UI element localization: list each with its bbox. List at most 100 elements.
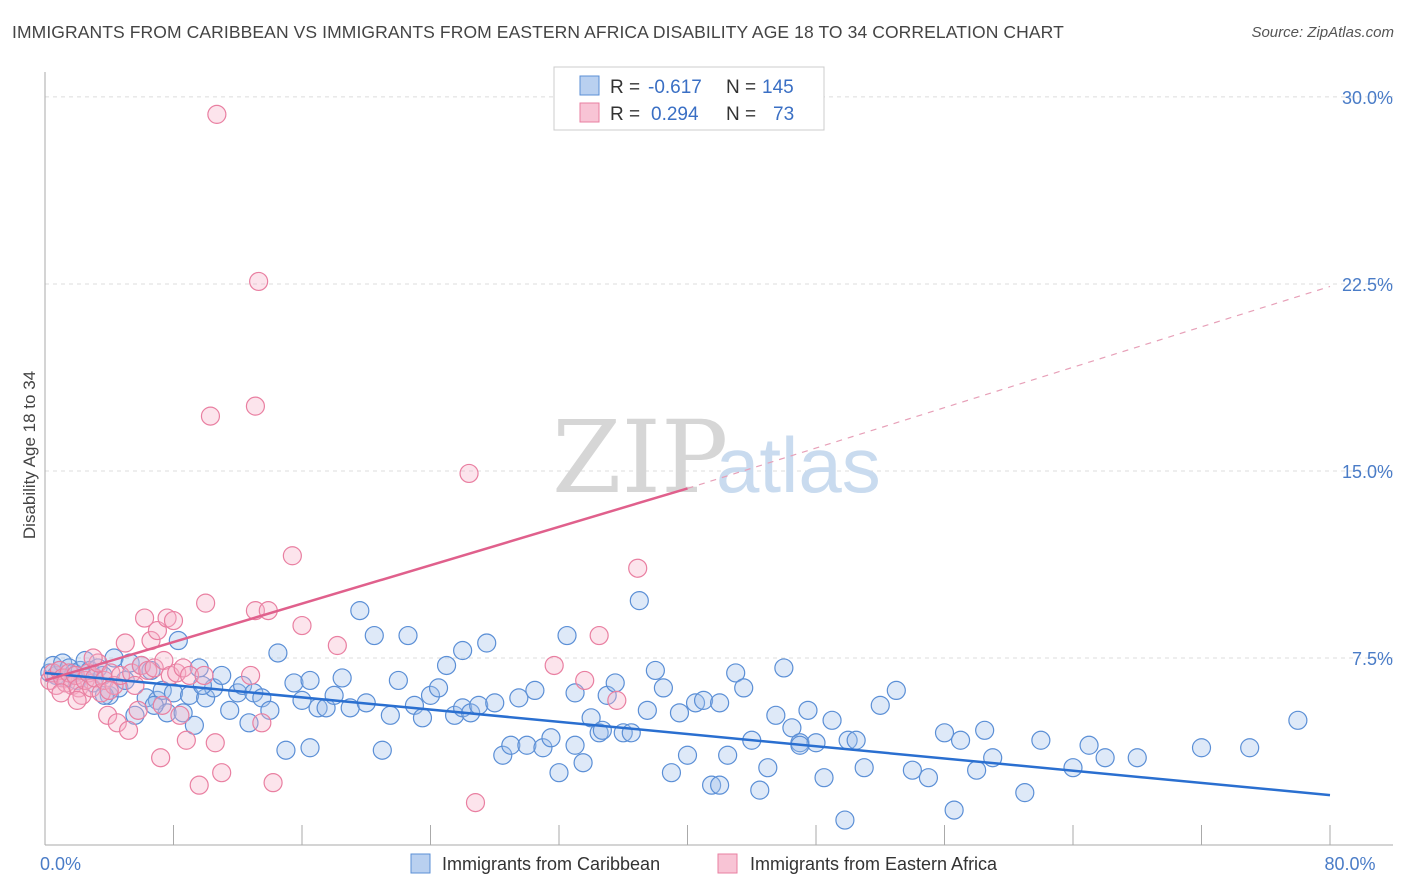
data-point [1240,738,1260,758]
data-point [854,758,874,778]
legend-n-value-1: 73 [773,104,794,125]
data-point [428,678,449,698]
trend-line-extension [687,285,1331,489]
legend-swatch-caribbean [579,75,600,96]
legend-n-label-1: N = [726,104,756,125]
data-point [98,705,118,725]
data-point [1031,730,1051,750]
data-point [300,670,320,691]
source-label: Source: ZipAtlas.com [1251,24,1394,41]
watermark-zip: ZIP [552,399,728,516]
data-point [152,680,172,701]
data-point [173,703,193,723]
data-point [950,730,971,750]
data-point [493,745,513,765]
data-point [282,546,302,566]
data-point [573,753,593,773]
x-tick-label: 0.0% [40,854,81,874]
data-point [151,748,171,768]
data-point [1127,748,1147,768]
trend-line [44,487,688,682]
data-point [176,730,196,750]
series-eastern-africa-points [40,104,648,813]
data-point [605,673,625,693]
data-point [485,693,505,713]
data-point [252,713,272,733]
y-axis-label: Disability Age 18 to 34 [20,371,39,539]
data-point [750,780,770,800]
watermark-atlas: atlas [716,421,881,509]
data-point [350,601,370,621]
bottom-legend-label-eastern-africa: Immigrants from Eastern Africa [750,854,998,874]
data-point [241,665,261,686]
data-point [814,768,834,788]
data-point [645,660,665,681]
series-caribbean-points [40,591,1308,830]
bottom-legend: Immigrants from Caribbean Immigrants fro… [410,853,998,874]
data-point [292,690,312,710]
y-tick-label: 7.5% [1352,649,1393,669]
data-point [196,593,216,613]
data-point [436,655,457,676]
data-point [292,615,312,636]
data-point [629,591,649,611]
legend-r-label-1: R = [610,104,640,125]
data-point [501,735,521,755]
data-point [459,463,479,484]
legend-r-value-1: 0.294 [651,104,699,125]
axes [44,72,1393,846]
bottom-legend-swatch-eastern-africa [717,853,738,874]
data-point [128,700,148,720]
data-point [592,720,612,740]
data-point [194,665,214,686]
data-point [125,675,145,696]
data-point [453,640,473,661]
data-point [163,610,184,631]
data-point [589,723,609,743]
bottom-legend-label-caribbean: Immigrants from Caribbean [442,854,660,874]
trend-lines [44,285,1331,797]
legend-n-label-0: N = [726,77,756,98]
data-point [300,738,320,758]
data-point [118,720,139,740]
data-point [465,793,486,813]
data-point [469,695,489,715]
data-point [677,745,698,765]
legend-n-value-0: 145 [762,77,794,98]
gridlines [45,96,1393,659]
data-point [934,723,955,743]
data-point [99,680,119,701]
bottom-legend-swatch-caribbean [410,853,431,874]
data-point [327,635,347,656]
data-point [207,104,227,124]
data-point [134,608,155,628]
data-point [67,690,87,710]
data-point [774,658,794,678]
data-point [152,695,172,715]
data-point [766,705,786,725]
data-point [637,700,657,720]
data-point [734,678,754,698]
data-point [822,710,842,730]
data-point [669,703,690,723]
data-point [189,775,209,795]
data-point [544,655,564,676]
data-point [364,625,384,646]
data-point [902,760,922,780]
data-point [1015,783,1035,803]
data-point [693,690,714,710]
data-point [758,758,778,778]
chart-title: IMMIGRANTS FROM CARIBBEAN VS IMMIGRANTS … [12,22,1064,42]
data-point [718,745,738,765]
data-point [1288,710,1308,730]
data-point [179,665,200,686]
data-point [380,705,400,725]
y-tick-label: 22.5% [1342,275,1393,295]
data-point [245,396,266,416]
x-tick-labels: 0.0% 80.0% [40,854,1376,874]
data-point [1095,748,1115,768]
data-point [115,633,135,653]
data-point [967,760,987,780]
data-point [220,700,240,720]
